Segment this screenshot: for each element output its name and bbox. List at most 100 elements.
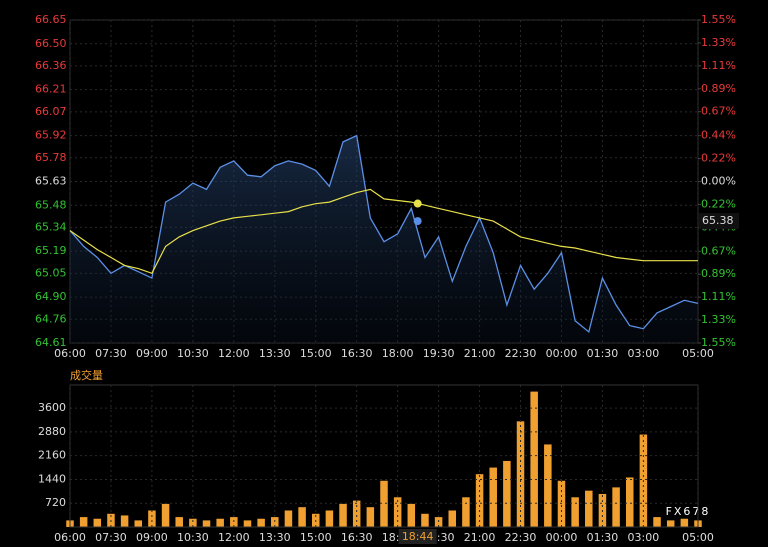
- x-tick-label: 12:00: [218, 531, 250, 544]
- y-tick-label: 65.48: [35, 198, 67, 211]
- x-tick-label: 05:00: [682, 347, 714, 360]
- volume-bar: [544, 444, 552, 527]
- x-tick-label: 01:30: [587, 531, 619, 544]
- x-tick-label: 15:00: [300, 347, 332, 360]
- average-line: [69, 188, 698, 275]
- y-tick-label: 66.07: [35, 105, 67, 118]
- volume-bar: [243, 520, 252, 527]
- volume-title: 成交量: [70, 368, 103, 382]
- volume-bar: [503, 460, 511, 527]
- y2-tick-label: 0.67%: [701, 105, 736, 118]
- volume-bar: [148, 510, 156, 527]
- volume-bar: [93, 518, 102, 527]
- volume-bar: [189, 518, 197, 527]
- x-tick-label: 21:00: [464, 347, 496, 360]
- volume-bar: [230, 517, 238, 527]
- volume-bar: [571, 497, 579, 527]
- volume-bar: [298, 507, 306, 527]
- volume-bar: [257, 518, 265, 527]
- y2-tick-label: 1.33%: [701, 36, 736, 49]
- volume-bar: [271, 517, 279, 527]
- y-tick-label: 65.92: [35, 129, 67, 142]
- x-tick-label: 01:30: [587, 347, 619, 360]
- x-tick-label: 05:00: [682, 531, 714, 544]
- x-tick-label: 07:30: [95, 531, 127, 544]
- y-tick-label: 2160: [38, 449, 66, 462]
- volume-bar: [202, 520, 211, 527]
- x-tick-label: 19:30: [423, 347, 455, 360]
- volume-bar: [134, 520, 143, 527]
- volume-bar: [216, 518, 224, 527]
- x-tick-label: 22:30: [505, 531, 537, 544]
- volume-bar: [653, 517, 661, 527]
- x-tick-label: 00:00: [546, 531, 578, 544]
- y-tick-label: 1440: [38, 472, 66, 485]
- x-tick-label: 12:00: [218, 347, 250, 360]
- y2-tick-label: 0.67%: [701, 244, 736, 257]
- y-tick-label: 66.65: [35, 13, 67, 26]
- volume-bar: [530, 391, 538, 527]
- x-tick-label: 10:30: [177, 531, 209, 544]
- y2-tick-label: 0.89%: [701, 82, 736, 95]
- x-tick-label: 03:00: [628, 347, 660, 360]
- y2-tick-label: 1.55%: [701, 336, 736, 349]
- volume-bar: [448, 510, 457, 527]
- y-tick-label: 66.50: [35, 37, 67, 50]
- y-tick-label: 3600: [38, 401, 66, 414]
- y-tick-label: 65.78: [35, 151, 67, 164]
- x-tick-label: 15:00: [300, 531, 332, 544]
- y2-tick-label: 0.44%: [701, 129, 736, 142]
- volume-bar: [120, 515, 129, 527]
- volume-bar: [352, 500, 361, 527]
- y-tick-label: 64.76: [35, 312, 67, 325]
- volume-bar: [407, 503, 416, 527]
- y-tick-label: 65.19: [35, 244, 67, 257]
- y-tick-label: 66.21: [35, 83, 67, 96]
- x-tick-label: 13:30: [259, 531, 291, 544]
- volume-bar: [585, 490, 593, 527]
- y-tick-label: 66.36: [35, 59, 67, 72]
- volume-bar: [680, 518, 689, 527]
- watermark: FX678: [666, 505, 711, 518]
- volume-bar: [666, 520, 675, 527]
- volume-bar: [462, 497, 470, 527]
- volume-bar: [284, 510, 293, 527]
- y-tick-label: 720: [45, 496, 66, 509]
- y-tick-label: 65.34: [35, 220, 67, 233]
- x-tick-label: 09:00: [136, 347, 168, 360]
- average-cursor-dot: [413, 199, 422, 208]
- volume-bar: [557, 480, 566, 527]
- cursor-x-label: 18:44: [402, 530, 434, 543]
- x-tick-label: 09:00: [136, 531, 168, 544]
- y-tick-label: 64.61: [35, 336, 67, 349]
- price-line: [69, 134, 699, 334]
- volume-bar: [516, 421, 525, 527]
- volume-bar: [339, 503, 347, 527]
- x-tick-label: 16:30: [341, 531, 373, 544]
- price-cursor-dot: [413, 217, 422, 226]
- volume-bar: [175, 517, 183, 527]
- price-area: [70, 135, 698, 343]
- y2-tick-label: 0.89%: [701, 267, 736, 280]
- x-tick-label: 10:30: [177, 347, 209, 360]
- y-tick-label: 64.90: [35, 290, 67, 303]
- y2-tick-label: 0.22%: [701, 197, 736, 210]
- volume-bar: [161, 503, 170, 527]
- x-tick-label: 22:30: [505, 347, 537, 360]
- x-tick-label: 07:30: [95, 347, 127, 360]
- cursor-y-label: 65.38: [702, 214, 734, 227]
- y-tick-label: 65.05: [35, 266, 67, 279]
- x-tick-label: 13:30: [259, 347, 291, 360]
- y-tick-label: 2880: [38, 425, 66, 438]
- y2-tick-label: 0.00%: [701, 175, 736, 188]
- y-tick-label: 65.63: [35, 175, 67, 188]
- y2-tick-label: 1.11%: [701, 290, 736, 303]
- y2-tick-label: 1.33%: [701, 313, 736, 326]
- cursor-y-box: [699, 213, 739, 230]
- y2-tick-label: 1.11%: [701, 59, 736, 72]
- x-tick-label: 06:00: [54, 347, 86, 360]
- volume-bar: [489, 467, 497, 527]
- cursor-x-box: [398, 529, 437, 544]
